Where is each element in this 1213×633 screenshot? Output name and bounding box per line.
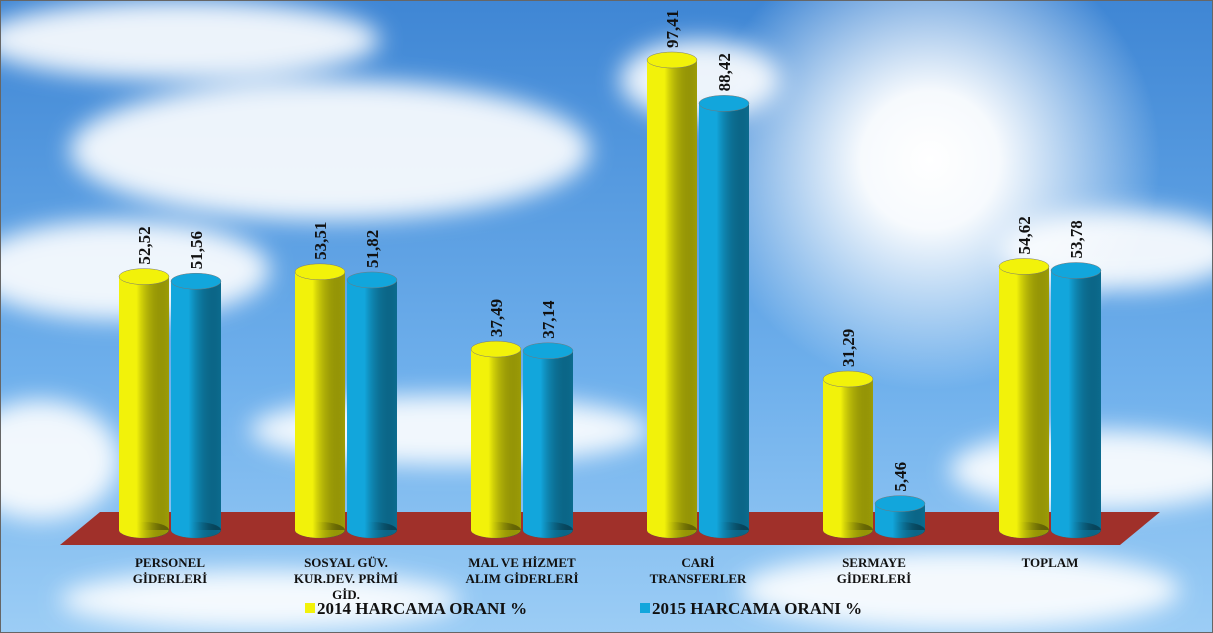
bar	[522, 342, 574, 539]
bar-top	[522, 342, 574, 360]
value-label: 5,46	[891, 462, 910, 492]
bar-top	[170, 272, 222, 290]
bar-top	[1050, 262, 1102, 279]
bar-bottom-shade	[295, 522, 345, 538]
bar-shade	[471, 349, 521, 530]
x-tick-label: TOPLAM	[1021, 555, 1079, 570]
value-label: 97,41	[663, 10, 682, 48]
bar-bottom-shade	[119, 522, 169, 538]
x-tick-label: SERMAYE GİDERLERİ	[836, 555, 912, 586]
bar-top	[470, 340, 522, 358]
value-label: 88,42	[715, 53, 734, 91]
value-label: 54,62	[1015, 216, 1034, 254]
bar-shade	[999, 266, 1049, 530]
value-label: 53,78	[1067, 220, 1086, 258]
x-tick-label: PERSONEL GİDERLERİ	[132, 555, 208, 586]
bar-bottom-shade	[471, 522, 521, 538]
bar-top	[874, 495, 926, 512]
bar	[346, 271, 398, 539]
bar-shade	[119, 276, 169, 530]
bar-bottom-shade	[647, 522, 697, 538]
value-label: 53,51	[311, 222, 330, 260]
x-tick-label: CARİ TRANSFERLER	[649, 555, 747, 586]
value-label: 51,82	[363, 230, 382, 268]
x-tick-label: SOSYAL GÜV. KUR.DEV. PRİMİ GİD.	[293, 555, 399, 602]
bar	[822, 370, 874, 539]
legend-label: 2015 HARCAMA ORANI %	[652, 599, 862, 618]
legend-label: 2014 HARCAMA ORANI %	[317, 599, 527, 618]
bar	[874, 495, 926, 539]
x-tick-label: MAL VE HİZMET ALIM GİDERLERİ	[465, 555, 579, 586]
bar	[294, 263, 346, 539]
bar-shade	[823, 379, 873, 530]
bar-shade	[1051, 270, 1101, 530]
bar-bottom-shade	[999, 522, 1049, 538]
bar	[1050, 262, 1102, 539]
bar	[646, 51, 698, 539]
bar-bottom-shade	[523, 522, 573, 538]
bar-bottom-shade	[171, 522, 221, 538]
bar-shade	[647, 60, 697, 530]
bar-shade	[295, 271, 345, 530]
bar-bottom-shade	[1051, 522, 1101, 538]
floor	[60, 512, 1160, 545]
bar-top	[346, 271, 398, 289]
bar	[118, 268, 170, 539]
bar	[170, 272, 222, 539]
value-label: 52,52	[135, 226, 154, 264]
bar-top	[998, 258, 1050, 275]
value-label: 37,14	[539, 300, 558, 339]
value-label: 51,56	[187, 231, 206, 269]
value-label: 37,49	[487, 299, 506, 337]
bar-top	[698, 95, 750, 112]
bar-shade	[699, 103, 749, 530]
bar-bottom-shade	[875, 522, 925, 538]
bar-shade	[171, 281, 221, 530]
legend-swatch	[305, 603, 315, 613]
bar-top	[822, 370, 874, 388]
value-label: 31,29	[839, 329, 858, 367]
bar-top	[646, 51, 698, 69]
bar	[470, 340, 522, 539]
bar	[698, 95, 750, 539]
bar	[998, 258, 1050, 539]
bar-bottom-shade	[699, 522, 749, 538]
bar-bottom-shade	[823, 522, 873, 538]
bar-top	[118, 268, 170, 285]
legend-swatch	[640, 603, 650, 613]
bar-shade	[347, 279, 397, 530]
bar-shade	[523, 350, 573, 530]
bar-bottom-shade	[347, 522, 397, 538]
bar-top	[294, 263, 346, 281]
